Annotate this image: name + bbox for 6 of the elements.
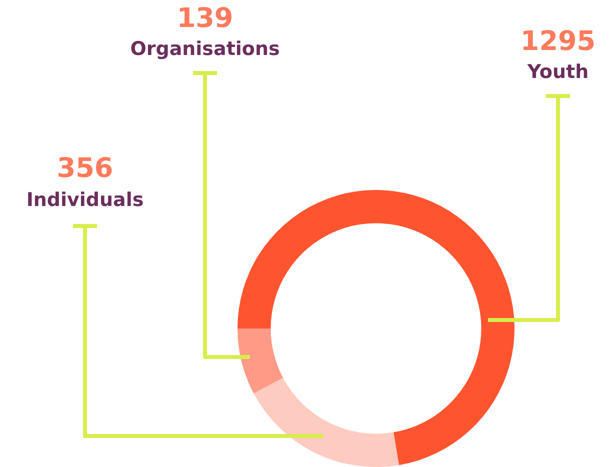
data-label: 139 xyxy=(176,3,234,34)
slice-label: Organisations xyxy=(130,38,280,60)
data-label: 356 xyxy=(56,153,114,184)
slice-label: Individuals xyxy=(26,188,144,211)
slice-label: Youth xyxy=(526,60,589,83)
data-label: 1295 xyxy=(520,26,596,58)
